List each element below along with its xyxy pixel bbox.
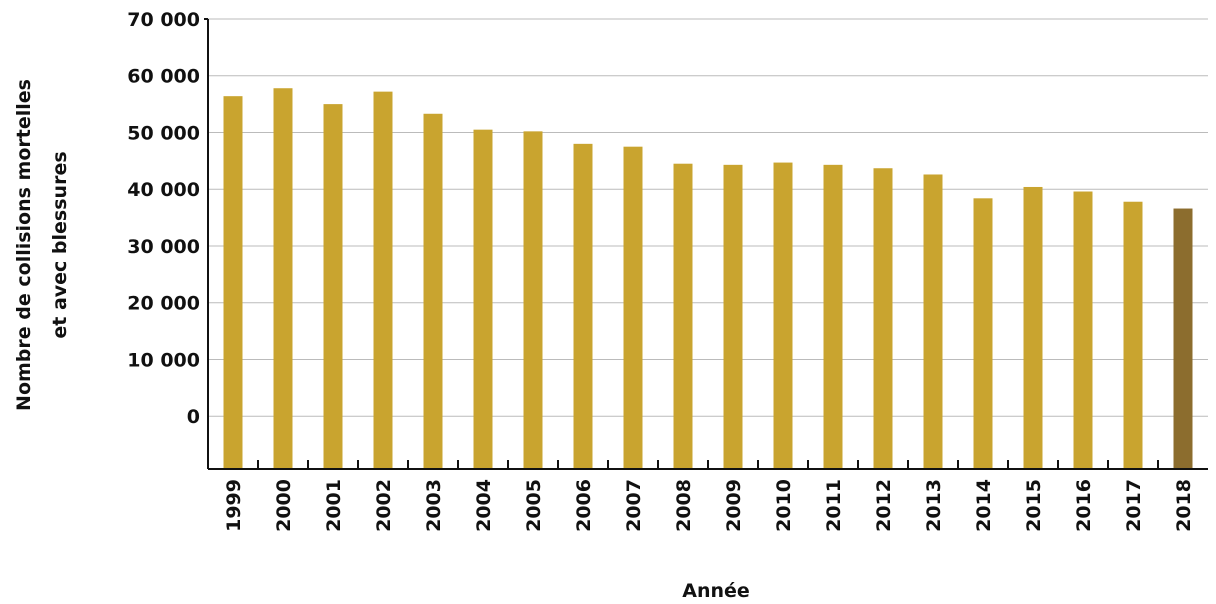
bar-2000	[273, 88, 293, 469]
x-tick-label: 2006	[573, 479, 595, 532]
grid-lines	[208, 18, 1208, 417]
x-tick-label: 2010	[773, 479, 795, 532]
bar-2016	[1073, 191, 1093, 469]
x-tick-label: 1999	[223, 479, 245, 532]
x-tick-label: 2011	[823, 479, 845, 532]
x-axis-title: Année	[682, 580, 750, 602]
x-tick-label: 2012	[873, 479, 895, 532]
x-axis: 1999 2000 2001 2002 2003 2004 2005 2006 2007 2008…	[204, 18, 1208, 532]
bar-2004	[473, 129, 493, 469]
x-tick-label: 2008	[673, 479, 695, 532]
y-tick-label: 60 000	[127, 66, 200, 88]
bar-2002	[373, 91, 393, 469]
y-tick-label: 20 000	[127, 293, 200, 315]
y-tick-label: 40 000	[127, 179, 200, 201]
x-tick-label: 2017	[1123, 479, 1145, 532]
x-tick-label: 2016	[1073, 479, 1095, 532]
bar-2013	[923, 174, 943, 469]
bar-2011	[823, 164, 843, 469]
x-tick-label: 2001	[323, 479, 345, 532]
bar-2012	[873, 168, 893, 469]
y-axis-ticks: 0 10 000 20 000 30 000 40 000 50 000 60 000 70 …	[127, 9, 200, 428]
bar-2001	[323, 104, 343, 469]
x-tick-label: 2007	[623, 479, 645, 532]
bar-1999	[223, 96, 243, 469]
bar-2005	[523, 131, 543, 469]
bars	[223, 88, 1193, 470]
x-tick-label: 2003	[423, 479, 445, 532]
x-tick-label: 2002	[373, 479, 395, 532]
y-axis-title-line-1: Nombre de collisions mortelles	[13, 79, 35, 411]
x-tick-label: 2005	[523, 479, 545, 532]
x-tick-label: 2000	[273, 479, 295, 532]
bar-2018	[1173, 208, 1193, 469]
bar-2010	[773, 162, 793, 469]
x-tick-label: 2014	[973, 479, 995, 532]
y-tick-label: 50 000	[127, 122, 200, 144]
y-tick-label: 10 000	[127, 349, 200, 371]
bar-2006	[573, 143, 593, 469]
x-tick-label: 2004	[473, 479, 495, 532]
bar-2008	[673, 163, 693, 469]
x-tick-label: 2013	[923, 479, 945, 532]
y-tick-label: 0	[187, 406, 200, 428]
y-axis-title-line-2: et avec blessures	[49, 151, 71, 338]
bar-2003	[423, 113, 443, 469]
bar-2007	[623, 146, 643, 470]
bar-2009	[723, 164, 743, 469]
bar-2015	[1023, 186, 1043, 470]
x-tick-label: 2009	[723, 479, 745, 532]
bar-2014	[973, 198, 993, 470]
bar-2017	[1123, 201, 1143, 470]
x-tick-label: 2018	[1173, 479, 1195, 532]
y-tick-label: 70 000	[127, 9, 200, 31]
y-tick-label: 30 000	[127, 236, 200, 258]
x-tick-label: 2015	[1023, 479, 1045, 532]
